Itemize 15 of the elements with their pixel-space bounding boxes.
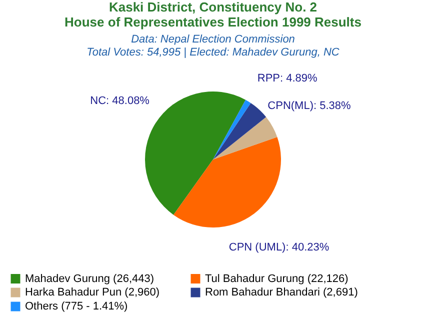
legend-label: Rom Bahadur Bhandari (2,691) (205, 286, 358, 298)
legend-label: Harka Bahadur Pun (2,960) (25, 286, 160, 298)
chart-title: Kaski District, Constituency No. 2 House of Representatives Election 1999 Results (64, 0, 362, 30)
pie-slice (213, 117, 278, 160)
legend-label: Others (775 - 1.41%) (25, 300, 128, 312)
legend-label: Tul Bahadur Gurung (22,126) (205, 272, 348, 285)
legend-label: Mahadev Gurung (26,443) (25, 272, 154, 285)
data-label: CPN (UML): 40.23% (228, 241, 330, 254)
pie-slice (173, 137, 281, 228)
data-label: RPP: 4.89% (257, 72, 318, 84)
chart-subtitle: Data: Nepal Election Commission Total Votes: 54,995 | Elected: Mahadev Gurung, NC (86, 33, 340, 58)
pie-slice (213, 100, 251, 160)
data-label: NC: 48.08% (90, 95, 150, 108)
pie-slice (213, 102, 266, 160)
data-label: CPN(ML): 5.38% (268, 100, 352, 112)
